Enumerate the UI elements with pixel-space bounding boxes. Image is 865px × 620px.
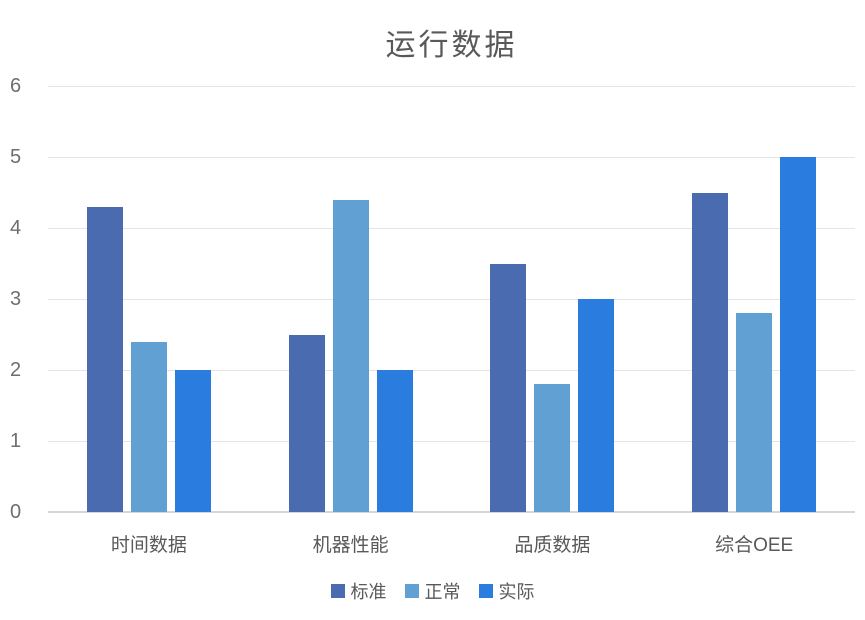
legend-item-1: 正常 [404, 578, 461, 604]
bar-groups [48, 86, 855, 512]
bar-group [653, 86, 855, 512]
plot-area [48, 86, 855, 513]
x-axis-line [48, 511, 855, 513]
x-category-label: 综合OEE [715, 535, 794, 556]
chart-title: 运行数据 [385, 29, 518, 62]
y-tick-label: 0 [10, 501, 22, 523]
bar-series-0 [86, 206, 123, 512]
legend-label: 正常 [424, 582, 461, 602]
x-category-label: 时间数据 [110, 535, 187, 556]
gridline [48, 370, 855, 371]
bar-group [250, 86, 452, 512]
legend-swatch-icon [404, 584, 419, 598]
bar-series-2 [174, 370, 211, 512]
bar-group [48, 86, 250, 512]
legend-item-0: 标准 [330, 578, 387, 604]
bar-series-2 [578, 299, 615, 512]
y-tick-label: 2 [10, 359, 22, 381]
bar-series-0 [692, 192, 729, 512]
gridline [48, 157, 855, 158]
bar-series-1 [736, 313, 773, 512]
gridline [48, 86, 855, 87]
y-tick-label: 4 [10, 217, 22, 239]
legend-label: 标准 [350, 582, 387, 602]
bar-series-2 [780, 157, 817, 512]
legend-label: 实际 [498, 582, 535, 602]
bar-group [452, 86, 654, 512]
gridline [48, 299, 855, 300]
bar-series-1 [534, 384, 571, 512]
legend-swatch-icon [478, 584, 493, 598]
gridline [48, 441, 855, 442]
legend: 标准 正常 实际 [0, 578, 865, 604]
y-tick-label: 3 [10, 288, 22, 310]
y-tick-label: 1 [10, 430, 22, 452]
x-category-label: 品质数据 [514, 535, 591, 556]
gridline [48, 228, 855, 229]
bar-series-0 [490, 263, 527, 512]
x-category-label: 机器性能 [312, 535, 389, 556]
bar-series-0 [288, 334, 325, 512]
y-tick-label: 5 [10, 146, 22, 168]
bar-series-1 [130, 341, 167, 512]
legend-swatch-icon [330, 584, 345, 598]
y-tick-label: 6 [10, 75, 22, 97]
bar-series-2 [376, 370, 413, 512]
bar-series-1 [332, 199, 369, 512]
x-axis-labels: 时间数据 机器性能 品质数据 综合OEE [48, 530, 855, 557]
legend-item-2: 实际 [478, 578, 535, 604]
